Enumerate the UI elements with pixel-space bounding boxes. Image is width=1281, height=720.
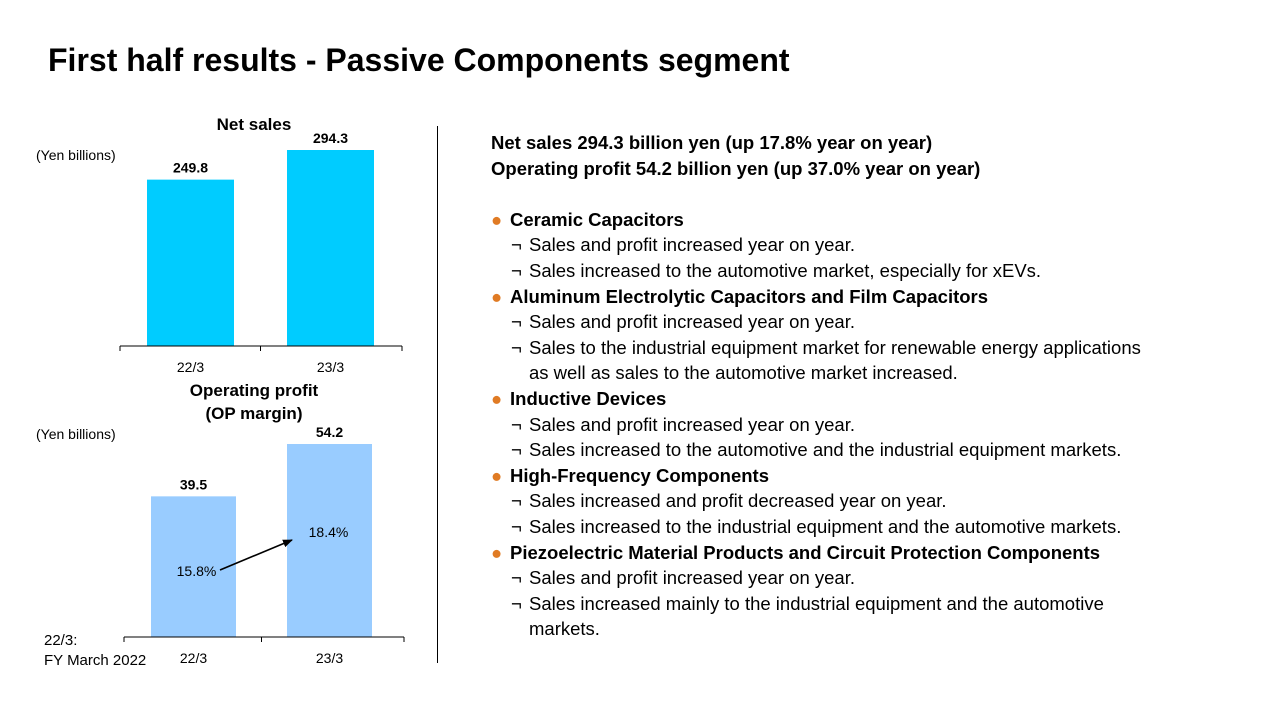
section-item-text: Sales to the industrial equipment market… (529, 336, 1141, 358)
section-heading: ● Inductive Devices (491, 386, 1261, 412)
sub-bullet-icon: ¬ (511, 234, 522, 256)
sub-bullet-icon: ¬ (511, 490, 522, 512)
page-title: First half results - Passive Components … (48, 42, 790, 78)
section-item-text: Sales and profit increased year on year. (529, 311, 855, 333)
trend-arrow-icon (219, 539, 293, 571)
sub-bullet-icon: ¬ (511, 592, 522, 614)
data-label: 54.2 (316, 424, 343, 440)
x-tick-label: 23/3 (316, 650, 343, 666)
data-label: 39.5 (180, 476, 207, 492)
section-item: ¬ Sales and profit increased year on year… (491, 565, 1261, 591)
section-item: ¬ Sales increased and profit decreased ye… (491, 488, 1261, 514)
section-item: ¬ Sales and profit increased year on year… (491, 412, 1261, 438)
section-heading: ● Aluminum Electrolytic Capacitors and Fi… (491, 284, 1261, 310)
data-label: 249.8 (173, 160, 208, 176)
section-heading: ● Ceramic Capacitors (491, 207, 1261, 233)
section-item-text: Sales and profit increased year on year. (529, 413, 855, 435)
operating-profit-summary: Operating profit 54.2 billion yen (up 37… (491, 157, 981, 179)
section-item-text: Sales increased to the industrial equipm… (529, 515, 1122, 537)
section-item-text: Sales increased and profit decreased yea… (529, 490, 947, 512)
results-text-panel: Net sales 294.3 billion yen (up 17.8% ye… (491, 130, 1261, 642)
x-tick-label: 23/3 (317, 359, 344, 375)
section-item: markets. (491, 616, 1261, 642)
section-item: as well as sales to the automotive marke… (491, 360, 1261, 386)
spacer (491, 181, 1261, 207)
sub-bullet-icon: ¬ (511, 439, 522, 461)
bullet-icon: ● (491, 464, 503, 486)
charts-area: Net sales (Yen billions) 249.8 22/3 294.3 23/… (36, 115, 405, 666)
section-item-text: markets. (529, 618, 600, 640)
section-heading-text: High-Frequency Components (510, 464, 770, 486)
sub-bullet-icon: ¬ (511, 413, 522, 435)
bullet-icon: ● (491, 387, 503, 409)
bar (287, 444, 372, 637)
bullet-icon: ● (491, 541, 503, 563)
section-item-text: Sales increased to the automotive and th… (529, 439, 1122, 461)
footnote-line-1: 22/3: (44, 632, 78, 649)
op-margin-label: 15.8% (177, 563, 217, 579)
divider (437, 126, 438, 663)
section-heading: ● High-Frequency Components (491, 463, 1261, 489)
section-item: ¬ Sales increased mainly to the industria… (491, 591, 1261, 617)
op-margin-label: 18.4% (309, 524, 349, 540)
section-item: ¬ Sales increased to the automotive marke… (491, 258, 1261, 284)
section-item-text: as well as sales to the automotive marke… (529, 362, 958, 384)
chart-title: (OP margin) (206, 404, 303, 423)
bar (147, 179, 234, 346)
sub-bullet-icon: ¬ (511, 259, 522, 281)
section-heading-text: Ceramic Capacitors (510, 208, 684, 230)
bullet-icon: ● (491, 285, 503, 307)
data-label: 294.3 (313, 130, 348, 146)
section-heading-text: Inductive Devices (510, 387, 667, 409)
section-item: ¬ Sales and profit increased year on year… (491, 232, 1261, 258)
x-tick-label: 22/3 (180, 650, 207, 666)
sub-bullet-icon: ¬ (511, 515, 522, 537)
bar (151, 496, 236, 637)
x-tick-label: 22/3 (177, 359, 204, 375)
section-item: ¬ Sales and profit increased year on year… (491, 309, 1261, 335)
footnote-line-2: FY March 2022 (44, 652, 147, 669)
sub-bullet-icon: ¬ (511, 336, 522, 358)
section-item: ¬ Sales increased to the industrial equip… (491, 514, 1261, 540)
chart-title: Net sales (217, 115, 292, 134)
sub-bullet-icon: ¬ (511, 311, 522, 333)
y-axis-label: (Yen billions) (36, 147, 116, 163)
chart-title: Operating profit (190, 381, 319, 400)
section-item-text: Sales and profit increased year on year. (529, 234, 855, 256)
section-heading-text: Piezoelectric Material Products and Circ… (510, 541, 1101, 563)
bullet-icon: ● (491, 208, 503, 230)
section-heading: ● Piezoelectric Material Products and Cir… (491, 540, 1261, 566)
section-item: ¬ Sales to the industrial equipment marke… (491, 335, 1261, 361)
y-axis-label: (Yen billions) (36, 426, 116, 442)
segment-sections: ● Ceramic Capacitors ¬ Sales and profit inc… (491, 207, 1261, 642)
section-item-text: Sales increased mainly to the industrial… (529, 592, 1104, 614)
net-sales-summary: Net sales 294.3 billion yen (up 17.8% ye… (491, 132, 933, 153)
bar (287, 150, 374, 346)
section-item: ¬ Sales increased to the automotive and t… (491, 437, 1261, 463)
sub-bullet-icon: ¬ (511, 567, 522, 589)
section-item-text: Sales increased to the automotive market… (529, 259, 1042, 281)
section-heading-text: Aluminum Electrolytic Capacitors and Fil… (510, 285, 989, 307)
section-item-text: Sales and profit increased year on year. (529, 567, 855, 589)
